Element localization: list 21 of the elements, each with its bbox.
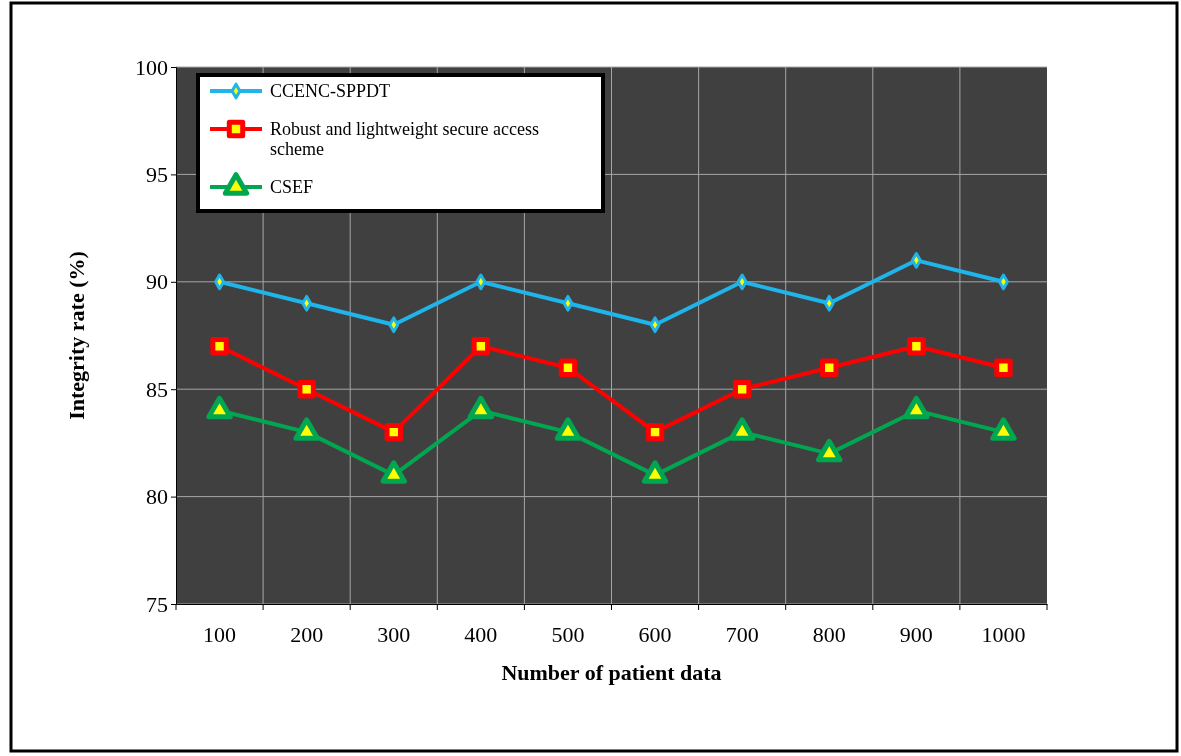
y-tick-label: 95	[146, 161, 168, 187]
x-tick-label: 900	[899, 621, 933, 647]
y-tick-label: 100	[135, 54, 168, 80]
y-tick-label: 90	[146, 269, 168, 295]
x-tick-label: 1000	[981, 621, 1026, 647]
x-tick-label: 300	[377, 621, 411, 647]
x-axis-title: Number of patient data	[501, 660, 722, 685]
legend-label: CCENC-SPPDT	[270, 81, 391, 101]
x-tick-label: 600	[638, 621, 672, 647]
x-tick-label: 400	[464, 621, 498, 647]
x-tick-label: 800	[812, 621, 846, 647]
y-tick-label: 75	[146, 591, 168, 617]
y-tick-label: 85	[146, 376, 168, 402]
y-axis-title: Integrity rate (%)	[64, 251, 89, 420]
legend-label: CSEF	[270, 177, 314, 197]
x-tick-label: 700	[725, 621, 759, 647]
x-tick-label: 100	[203, 621, 237, 647]
x-tick-label: 500	[551, 621, 585, 647]
y-tick-label: 80	[146, 484, 168, 510]
legend-label: Robust and lightweight secure access scheme	[270, 119, 539, 159]
x-tick-label: 200	[290, 621, 324, 647]
